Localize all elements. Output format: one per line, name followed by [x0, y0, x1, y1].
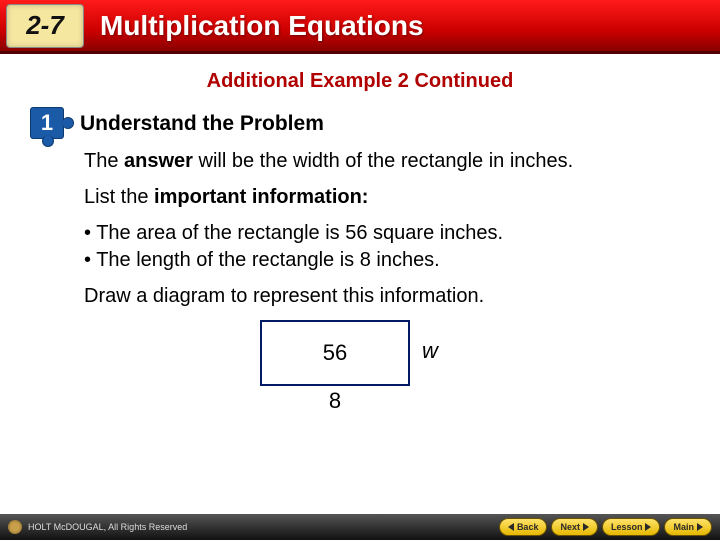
step-title: Understand the Problem	[80, 112, 324, 136]
diagram-container: 56 w 8	[28, 320, 692, 410]
lesson-number-badge: 2-7	[6, 4, 84, 48]
length-label: 8	[260, 388, 410, 414]
chevron-right-icon	[697, 523, 703, 531]
chevron-right-icon	[645, 523, 651, 531]
lesson-header: 2-7 Multiplication Equations	[0, 0, 720, 54]
bullet-area: • The area of the rectangle is 56 square…	[84, 220, 692, 247]
bullet-length: • The length of the rectangle is 8 inche…	[84, 247, 692, 274]
rectangle-shape: 56	[260, 320, 410, 386]
slide-content: Additional Example 2 Continued 1 Underst…	[0, 54, 720, 410]
publisher-logo-icon	[8, 520, 22, 534]
rectangle-diagram: 56 w 8	[260, 320, 460, 410]
back-button[interactable]: Back	[499, 518, 548, 536]
chevron-left-icon	[508, 523, 514, 531]
chevron-right-icon	[583, 523, 589, 531]
diagram-instruction: Draw a diagram to represent this informa…	[84, 284, 692, 310]
lesson-title: Multiplication Equations	[100, 10, 424, 42]
puzzle-piece-icon: 1	[28, 105, 68, 143]
copyright-text: HOLT McDOUGAL, All Rights Reserved	[28, 522, 187, 532]
footer-left: HOLT McDOUGAL, All Rights Reserved	[8, 520, 187, 534]
footer-bar: HOLT McDOUGAL, All Rights Reserved Back …	[0, 514, 720, 540]
step-number: 1	[28, 105, 66, 141]
main-button[interactable]: Main	[664, 518, 712, 536]
area-value: 56	[323, 340, 347, 366]
lesson-number: 2-7	[26, 10, 64, 41]
list-intro: List the important information:	[84, 185, 692, 211]
lesson-button[interactable]: Lesson	[602, 518, 661, 536]
example-subtitle: Additional Example 2 Continued	[28, 70, 692, 93]
width-label: w	[422, 338, 438, 364]
footer-nav: Back Next Lesson Main	[499, 518, 712, 536]
step-row: 1 Understand the Problem	[28, 105, 692, 143]
answer-description: The answer will be the width of the rect…	[84, 149, 692, 175]
next-button[interactable]: Next	[551, 518, 598, 536]
